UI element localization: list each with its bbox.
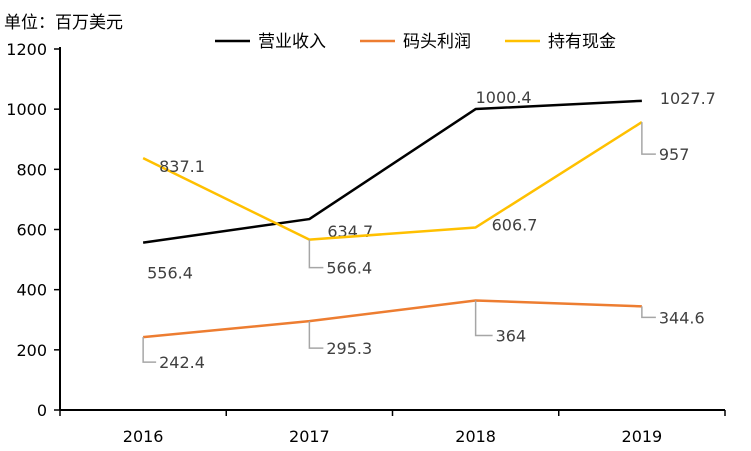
leader-line — [474, 300, 493, 337]
data-label: 957 — [659, 145, 690, 164]
data-label: 1027.7 — [660, 89, 716, 108]
series-line — [142, 121, 643, 241]
data-label: 295.3 — [326, 339, 372, 358]
x-tick-label: 2017 — [289, 427, 330, 446]
data-label: 344.6 — [659, 308, 705, 327]
legend-label: 营业收入 — [258, 32, 326, 52]
legend-label: 持有现金 — [548, 32, 616, 52]
x-tick-label: 2018 — [455, 427, 496, 446]
legend-label: 码头利润 — [403, 32, 471, 52]
y-tick-label: 600 — [16, 221, 47, 240]
data-label: 1000.4 — [476, 88, 532, 107]
data-label: 566.4 — [326, 259, 372, 278]
leader-line — [641, 122, 656, 155]
unit-label: 单位：百万美元 — [4, 13, 123, 33]
data-label: 556.4 — [147, 264, 193, 283]
leader-line — [641, 306, 656, 319]
leader-line — [308, 239, 324, 269]
data-label: 837.1 — [159, 157, 205, 176]
y-tick-label: 800 — [16, 160, 47, 179]
series-line — [143, 299, 642, 339]
x-tick-label: 2019 — [622, 427, 663, 446]
y-tick-label: 400 — [16, 281, 47, 300]
data-label: 242.4 — [159, 353, 205, 372]
y-tick-label: 200 — [16, 341, 47, 360]
y-tick-label: 1200 — [6, 40, 47, 59]
leader-line — [308, 321, 324, 349]
data-label: 606.7 — [492, 215, 538, 234]
series-line — [142, 99, 642, 244]
data-label: 364 — [496, 326, 527, 345]
y-tick-label: 0 — [37, 401, 47, 420]
leader-line — [142, 337, 157, 363]
y-tick-label: 1000 — [6, 100, 47, 119]
x-tick-label: 2016 — [123, 427, 164, 446]
